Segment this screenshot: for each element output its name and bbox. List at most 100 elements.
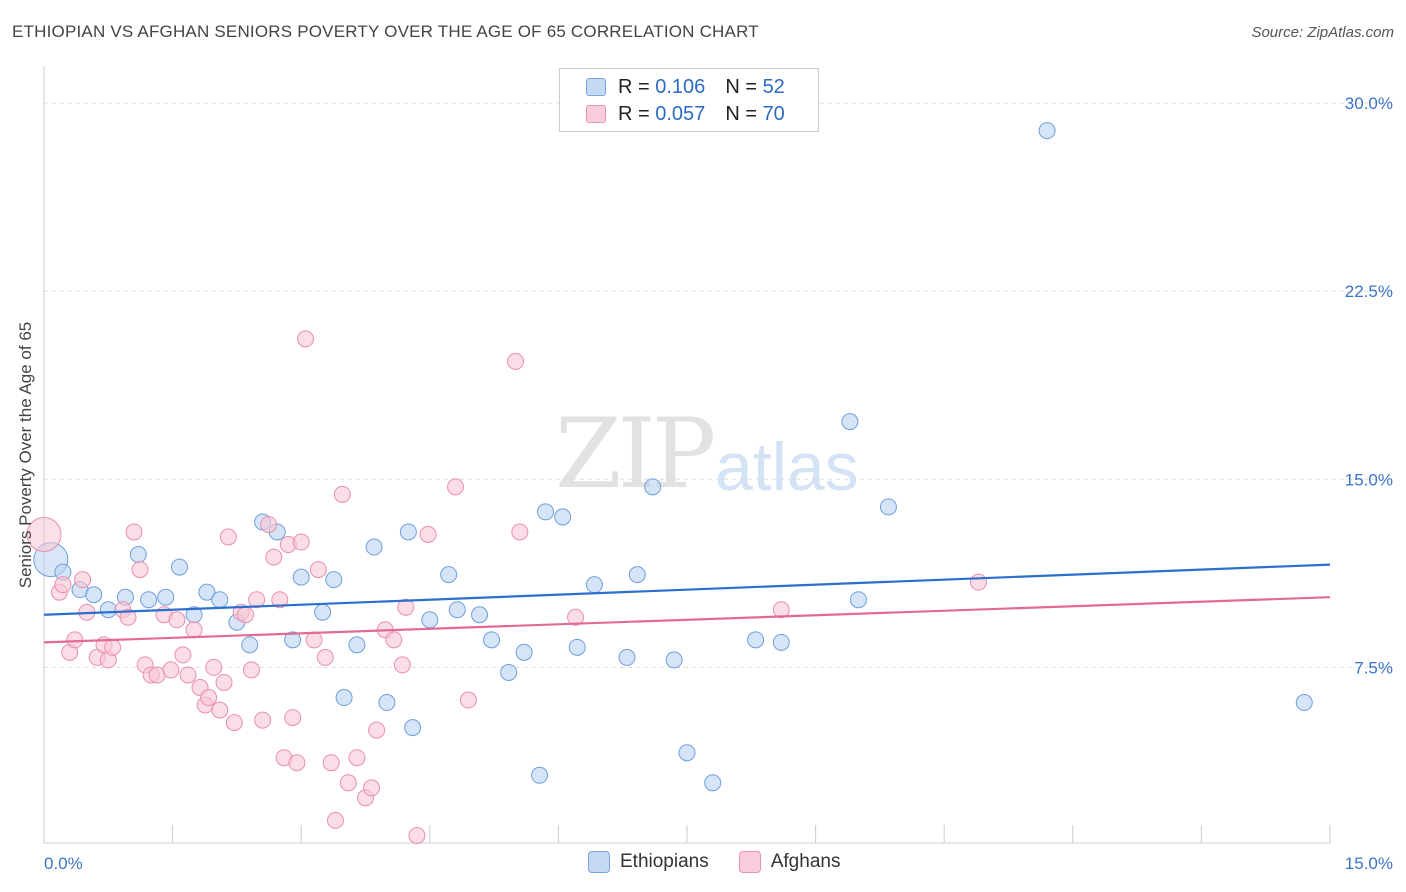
afghan-point bbox=[292, 533, 310, 551]
afghan-point bbox=[162, 661, 180, 679]
ethiopian-point bbox=[483, 631, 501, 649]
ethiopian-point bbox=[314, 603, 332, 621]
afghan-point bbox=[459, 691, 477, 709]
ethiopian-point bbox=[440, 566, 458, 584]
afghan-point bbox=[248, 591, 266, 609]
ethiopian-point bbox=[644, 478, 662, 496]
afghan-point bbox=[393, 656, 411, 674]
ethiopian-point bbox=[335, 689, 353, 707]
afghan-point bbox=[322, 754, 340, 772]
afghan-point bbox=[242, 661, 260, 679]
ethiopian-point bbox=[140, 591, 158, 609]
afghan-point bbox=[567, 608, 585, 626]
ethiopian-point bbox=[404, 719, 422, 737]
legend-n-value: 70 bbox=[762, 102, 785, 125]
ethiopian-point bbox=[198, 583, 216, 601]
ethiopian-point bbox=[585, 576, 603, 594]
afghan-point bbox=[296, 330, 314, 348]
legend-r-value: 0.106 bbox=[655, 75, 706, 98]
afghan-point bbox=[288, 754, 306, 772]
ethiopian-point bbox=[1295, 694, 1313, 712]
afghan-point bbox=[254, 711, 272, 729]
afghan-point bbox=[333, 485, 351, 503]
afghan-point bbox=[772, 601, 790, 619]
legend-swatch-blue bbox=[586, 78, 606, 96]
afghan-point bbox=[179, 666, 197, 684]
afghan-point bbox=[511, 523, 529, 541]
ethiopian-point bbox=[157, 588, 175, 606]
ethiopian-point bbox=[85, 586, 103, 604]
x-tick-label: 0.0% bbox=[44, 854, 83, 873]
ethiopian-point bbox=[99, 601, 117, 619]
legend-r-value: 0.057 bbox=[655, 102, 706, 125]
legend-swatch-pink bbox=[586, 105, 606, 123]
series-legend-ethiopians: Ethiopians bbox=[588, 851, 709, 873]
legend-n-label: N = bbox=[725, 75, 757, 98]
ethiopians-trend-line bbox=[43, 563, 1331, 616]
ethiopian-point bbox=[554, 508, 572, 526]
afghan-point bbox=[225, 714, 243, 732]
afghan-point bbox=[215, 673, 233, 691]
ethiopian-point bbox=[1038, 122, 1056, 140]
afghan-point bbox=[74, 571, 92, 589]
ethiopian-point bbox=[378, 694, 396, 712]
afghan-point bbox=[326, 811, 344, 829]
series-name-ethiopians: Ethiopians bbox=[620, 851, 709, 872]
afghan-point bbox=[368, 721, 386, 739]
ethiopian-point bbox=[515, 643, 533, 661]
afghan-point bbox=[447, 478, 465, 496]
afghan-point bbox=[507, 352, 525, 370]
ethiopian-point bbox=[665, 651, 683, 669]
afghan-point bbox=[211, 701, 229, 719]
afghan-point bbox=[205, 658, 223, 676]
afghans-trend-line bbox=[43, 596, 1331, 644]
legend-n-value: 52 bbox=[762, 75, 785, 98]
y-tick-label: 30.0% bbox=[1345, 94, 1393, 113]
legend-r-label: R = bbox=[618, 75, 650, 98]
ethiopian-point bbox=[537, 503, 555, 521]
ethiopian-point bbox=[618, 648, 636, 666]
ethiopian-point bbox=[284, 631, 302, 649]
ethiopian-point bbox=[531, 766, 549, 784]
ethiopian-point bbox=[841, 413, 859, 431]
x-tick-label: 15.0% bbox=[1345, 854, 1393, 873]
afghan-point bbox=[363, 779, 381, 797]
afghan-point bbox=[66, 631, 84, 649]
legend-row-afghans: R = 0.057 N = 70 bbox=[586, 101, 785, 127]
chart-title: ETHIOPIAN VS AFGHAN SENIORS POVERTY OVER… bbox=[12, 22, 759, 41]
afghan-point bbox=[174, 646, 192, 664]
afghan-point bbox=[26, 516, 62, 552]
y-tick-label: 15.0% bbox=[1345, 470, 1393, 489]
watermark-atlas: atlas bbox=[715, 429, 859, 505]
ethiopian-point bbox=[399, 523, 417, 541]
ethiopian-point bbox=[325, 571, 343, 589]
ethiopian-point bbox=[211, 591, 229, 609]
series-swatch-pink bbox=[738, 851, 761, 873]
ethiopian-point bbox=[568, 638, 586, 656]
afghan-point bbox=[265, 548, 283, 566]
ethiopian-point bbox=[500, 663, 518, 681]
afghan-point bbox=[969, 573, 987, 591]
afghan-point bbox=[397, 598, 415, 616]
afghan-point bbox=[185, 621, 203, 639]
afghan-point bbox=[339, 774, 357, 792]
ethiopian-point bbox=[448, 601, 466, 619]
afghan-point bbox=[168, 611, 186, 629]
afghan-point bbox=[125, 523, 143, 541]
series-name-afghans: Afghans bbox=[770, 851, 841, 872]
afghan-point bbox=[348, 749, 366, 767]
ethiopian-point bbox=[241, 636, 259, 654]
ethiopian-point bbox=[421, 611, 439, 629]
afghan-point bbox=[236, 606, 254, 624]
series-legend-afghans: Afghans bbox=[738, 851, 841, 873]
ethiopian-point bbox=[879, 498, 897, 516]
series-legend: Ethiopians Afghans bbox=[588, 851, 870, 873]
series-swatch-blue bbox=[588, 851, 610, 873]
afghan-point bbox=[316, 648, 334, 666]
afghan-point bbox=[219, 528, 237, 546]
ethiopian-point bbox=[678, 744, 696, 762]
ethiopian-point bbox=[849, 591, 867, 609]
afghan-point bbox=[305, 631, 323, 649]
afghan-point bbox=[385, 631, 403, 649]
watermark-zip: ZIP bbox=[555, 398, 716, 510]
